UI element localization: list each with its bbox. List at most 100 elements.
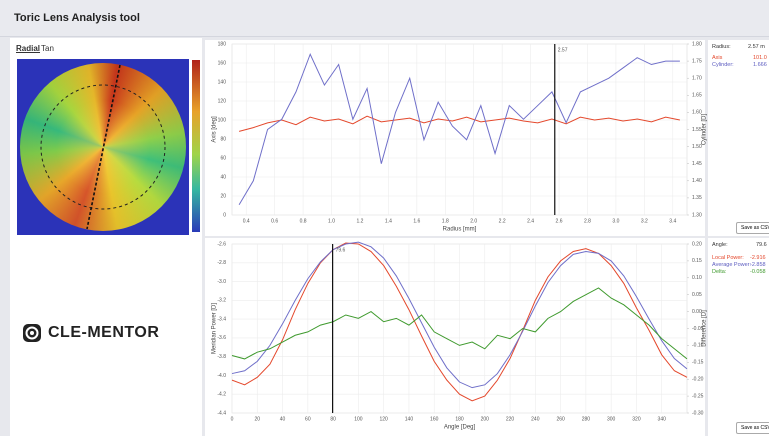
y-axis-title: Axis [deg] <box>212 116 218 143</box>
y-tick-label: 80 <box>220 136 226 142</box>
axis-line <box>86 64 121 230</box>
y-tick-label: 40 <box>220 174 226 180</box>
header: Toric Lens Analysis tool <box>0 0 769 37</box>
y-tick-label: 0 <box>223 212 226 218</box>
heatmap-overlay <box>40 64 166 230</box>
y2-tick-label: 1.55 <box>692 127 702 133</box>
readout-value: -2.916 <box>750 255 766 261</box>
readout-value: 1.666 <box>753 62 767 68</box>
x-tick-label: 340 <box>658 416 667 422</box>
y-tick-label: -4.0 <box>217 373 226 379</box>
y2-tick-label: -0.30 <box>692 410 704 416</box>
y2-tick-label: 0.00 <box>692 309 702 315</box>
y-tick-label: -2.8 <box>217 260 226 266</box>
readout-label: Radius: <box>712 44 731 50</box>
x-tick-label: 40 <box>280 416 286 422</box>
x-axis-title: Angle [Deg] <box>444 425 476 431</box>
plot-area <box>231 43 688 216</box>
y-tick-label: -3.6 <box>217 335 226 341</box>
x-axis-title: Radius [mm] <box>443 227 477 233</box>
y-tick-label: 160 <box>218 60 227 66</box>
cursor-label: 79.6 <box>336 247 346 253</box>
y-tick-label: 100 <box>218 117 227 123</box>
series-line <box>238 115 680 132</box>
y2-tick-label: 0.10 <box>692 275 702 281</box>
y2-axis-title: Difference [D] <box>702 310 708 347</box>
heatmap-shading <box>20 63 186 231</box>
y2-tick-label: 1.65 <box>692 93 702 99</box>
y2-tick-label: 1.50 <box>692 144 702 150</box>
x-tick-label: 0.8 <box>300 218 307 224</box>
logo: CLE-MENTOR <box>22 323 159 343</box>
y2-tick-label: 0.05 <box>692 292 702 298</box>
readout-value: 101.0 <box>753 55 767 61</box>
y-axis-title: Meridian Power [D] <box>212 303 218 354</box>
save-csv-button[interactable]: Save as CSV <box>736 422 769 434</box>
y-tick-label: -3.8 <box>217 354 226 360</box>
y2-tick-label: -0.10 <box>692 343 704 349</box>
x-tick-label: 0.6 <box>271 218 278 224</box>
dashed-circle <box>40 84 166 210</box>
y-tick-label: 20 <box>220 193 226 199</box>
x-tick-label: 0.4 <box>243 218 250 224</box>
readout-value: 79.6 <box>756 242 767 248</box>
y2-tick-label: 1.30 <box>692 212 702 218</box>
y-tick-label: -3.2 <box>217 298 226 304</box>
x-tick-label: 2.6 <box>556 218 563 224</box>
x-tick-label: 1.0 <box>328 218 335 224</box>
readout-value: -2.858 <box>750 262 766 268</box>
x-tick-label: 3.0 <box>612 218 619 224</box>
x-tick-label: 2.0 <box>470 218 477 224</box>
y2-tick-label: 0.20 <box>692 241 702 247</box>
x-tick-label: 2.4 <box>527 218 534 224</box>
readout-label: Angle: <box>712 242 728 248</box>
save-csv-button[interactable]: Save as CSV <box>736 222 769 234</box>
readout-label: Local Power: <box>712 255 744 261</box>
readout-label: Delta: <box>712 269 727 275</box>
colorbar <box>192 60 200 232</box>
app-title: Toric Lens Analysis tool <box>14 12 140 24</box>
x-tick-label: 60 <box>305 416 311 422</box>
readout-label: Cylinder: <box>712 62 734 68</box>
tab-tan[interactable]: Tan <box>41 44 54 53</box>
x-tick-label: 80 <box>330 416 336 422</box>
logo-icon <box>23 324 41 342</box>
x-tick-label: 2.2 <box>499 218 506 224</box>
x-tick-label: 1.8 <box>442 218 449 224</box>
x-tick-label: 140 <box>405 416 414 422</box>
y2-tick-label: 1.40 <box>692 178 702 184</box>
y2-tick-label: 1.80 <box>692 41 702 47</box>
x-tick-label: 2.8 <box>584 218 591 224</box>
tab-radial[interactable]: Radial <box>16 44 41 53</box>
y2-tick-label: -0.25 <box>692 393 704 399</box>
bottom-readout-panel: Angle: 79.6 Local Power: -2.916 Average … <box>708 238 769 436</box>
x-tick-label: 1.2 <box>356 218 363 224</box>
x-tick-label: 180 <box>455 416 464 422</box>
x-tick-label: 220 <box>506 416 515 422</box>
x-tick-label: 260 <box>556 416 565 422</box>
readout-label: Average Power: <box>712 262 752 268</box>
x-tick-label: 240 <box>531 416 540 422</box>
y2-tick-label: 1.70 <box>692 76 702 82</box>
x-tick-label: 20 <box>254 416 260 422</box>
y2-tick-label: 1.35 <box>692 195 702 201</box>
x-tick-label: 120 <box>379 416 388 422</box>
x-tick-label: 160 <box>430 416 439 422</box>
series-line <box>231 241 688 389</box>
series-line <box>238 52 680 205</box>
y2-axis-title: Cylinder [D] <box>702 113 708 145</box>
x-tick-label: 1.4 <box>385 218 392 224</box>
y2-tick-label: -0.15 <box>692 360 704 366</box>
y2-tick-label: 0.15 <box>692 258 702 264</box>
y-tick-label: -3.0 <box>217 279 226 285</box>
readout-value: -0.058 <box>750 269 766 275</box>
series-line <box>231 287 688 360</box>
x-tick-label: 300 <box>607 416 616 422</box>
y-tick-label: 120 <box>218 98 227 104</box>
y2-tick-label: 1.75 <box>692 58 702 64</box>
x-tick-label: 280 <box>582 416 591 422</box>
x-tick-label: 0 <box>231 416 234 422</box>
y-tick-label: 60 <box>220 155 226 161</box>
